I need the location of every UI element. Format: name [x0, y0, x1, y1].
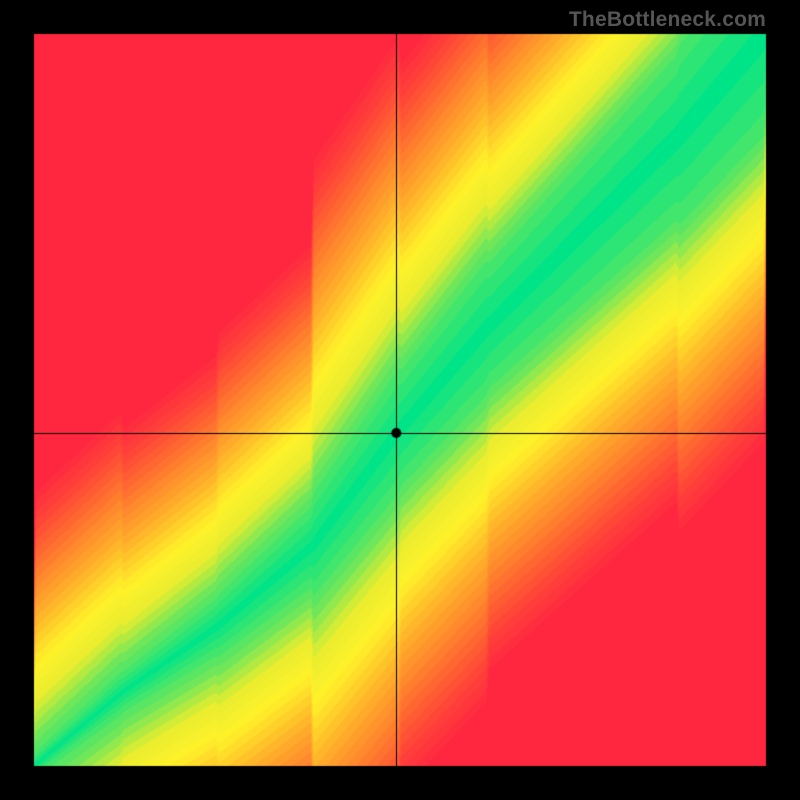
bottleneck-heatmap: [0, 0, 800, 800]
watermark-text: TheBottleneck.com: [569, 8, 766, 32]
chart-container: TheBottleneck.com: [0, 0, 800, 800]
